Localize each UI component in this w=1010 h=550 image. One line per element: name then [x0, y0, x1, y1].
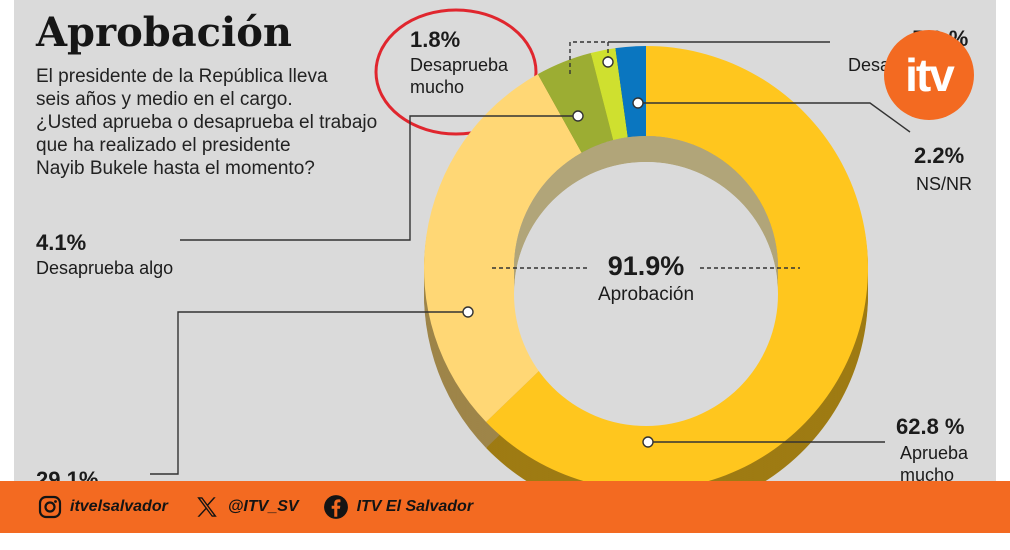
donut-slice-aprueba-mucho	[486, 46, 868, 491]
question-line: Nayib Bukele hasta el momento?	[36, 158, 315, 179]
donut-inner-wall	[514, 136, 778, 294]
label-desaprueba-mucho-line1: Desaprueba	[410, 55, 509, 75]
chart-title: Aprobación	[35, 9, 292, 56]
question-line: que ha realizado el presidente	[36, 135, 291, 156]
question-line: ¿Usted aprueba o desaprueba el trabajo	[36, 112, 377, 133]
dot-desaprueba-algo	[572, 110, 584, 122]
leader-desaprueba-mucho	[569, 41, 609, 75]
label-aprueba-mucho-line2: mucho	[900, 465, 954, 485]
itv-logo-text: itv	[905, 49, 955, 101]
dot-desaprueba-mucho	[602, 56, 614, 68]
itv-logo: itv	[884, 30, 974, 120]
dot-nsnr	[632, 97, 644, 109]
label-value-nsnr: 2.2%	[914, 143, 964, 168]
center-value: 91.9%	[608, 251, 685, 281]
donut-slice-29-1-	[424, 74, 582, 422]
donut-slice-desaprueba-mucho	[590, 48, 628, 141]
facebook-label: ITV El Salvador	[356, 498, 474, 515]
label-value-desaprueba-algo: 4.1%	[36, 230, 86, 255]
facebook-handle[interactable]: ITV El Salvador	[323, 494, 473, 520]
instagram-handle[interactable]: itvelsalvador	[38, 495, 168, 519]
donut-slice-desaprueba-algo	[537, 52, 614, 153]
bottom-strip	[0, 533, 1010, 550]
leader-lines	[150, 41, 911, 475]
leader-nsnr	[638, 102, 911, 133]
question-text: El presidente de la República lleva seis …	[36, 66, 377, 179]
label-desaprueba-mucho-line2: mucho	[410, 77, 464, 97]
social-bar: itvelsalvador @ITV_SV ITV El Salvador	[0, 481, 1010, 533]
label-nsnr: NS/NR	[916, 174, 972, 194]
label-value-desaprueba-mucho: 1.8%	[410, 27, 460, 52]
donut-chart	[424, 46, 868, 516]
x-label: @ITV_SV	[227, 498, 299, 515]
x-icon	[197, 497, 217, 517]
dot-29	[462, 306, 474, 318]
center-label: Aprobación	[598, 284, 694, 305]
highlight-circle	[374, 8, 538, 136]
instagram-label: itvelsalvador	[70, 498, 168, 515]
label-value-aprueba-mucho: 62.8 %	[896, 414, 965, 439]
donut-hole-floor	[514, 162, 778, 426]
instagram-icon	[38, 495, 62, 519]
label-aprueba-mucho-line1: Aprueba	[900, 443, 969, 463]
label-desaprueba-algo: Desaprueba algo	[36, 258, 173, 278]
dot-aprueba-mucho	[642, 436, 654, 448]
leader-desaprueba-algo	[180, 115, 578, 241]
label-text-top-right: Desa	[848, 55, 891, 75]
question-line: seis años y medio en el cargo.	[36, 89, 293, 110]
x-handle[interactable]: @ITV_SV	[194, 494, 299, 520]
facebook-icon	[323, 495, 348, 519]
leader-dots	[462, 56, 654, 448]
leader-29	[150, 311, 468, 475]
donut-slice-ns-nr	[615, 46, 646, 138]
question-line: El presidente de la República lleva	[36, 66, 328, 87]
